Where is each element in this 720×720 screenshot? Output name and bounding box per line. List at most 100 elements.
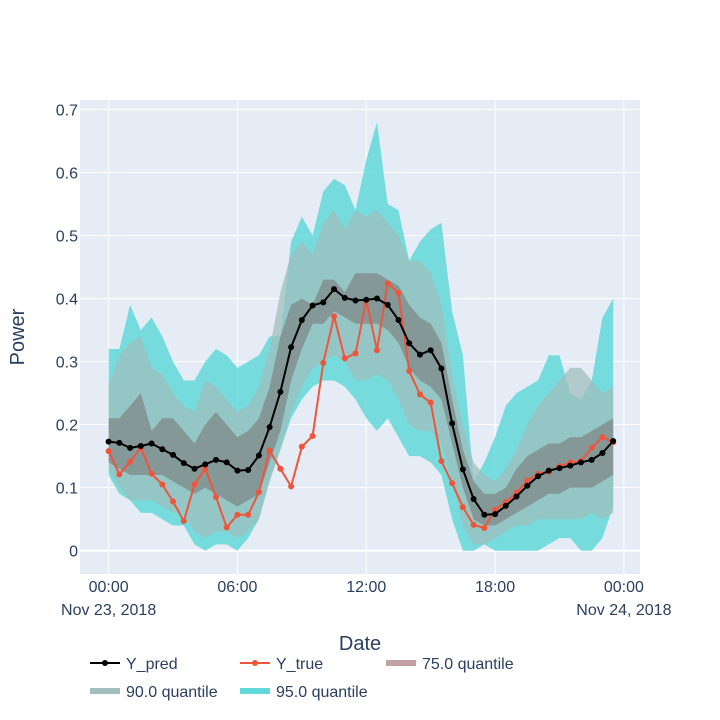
- y-true-point: [384, 280, 391, 287]
- band-75-0-quantile: [108, 273, 614, 526]
- y-true-point: [245, 511, 252, 518]
- y-pred-point: [513, 493, 520, 500]
- y-pred-point: [309, 302, 316, 309]
- y-pred-point: [137, 443, 144, 450]
- y-tick-label: 0.4: [56, 292, 78, 309]
- y-true-point: [191, 481, 198, 488]
- y-tick-label: 0: [69, 544, 78, 561]
- y-pred-point: [535, 473, 542, 480]
- y-pred-point: [427, 347, 434, 354]
- y-axis-title: Power: [7, 308, 29, 365]
- y-true-point: [427, 399, 434, 406]
- x-tick-date-label: Nov 23, 2018: [61, 602, 156, 619]
- legend-swatch-75-0-quantile: [386, 660, 416, 666]
- y-true-point: [288, 483, 295, 490]
- y-pred-point: [105, 438, 112, 445]
- y-true-point: [298, 443, 305, 450]
- y-pred-point: [245, 466, 252, 473]
- y-true-point: [481, 524, 488, 531]
- y-pred-point: [148, 440, 155, 447]
- y-true-point: [170, 498, 177, 505]
- y-true-point: [116, 471, 123, 478]
- y-true-point: [212, 494, 219, 501]
- y-pred-point: [470, 495, 477, 502]
- y-true-point: [105, 448, 112, 455]
- x-axis-ticks: 00:00 Nov 23, 2018 06:00 12:00 18:00 00:00 Nov…: [61, 579, 672, 619]
- y-true-point: [406, 368, 413, 375]
- y-true-point: [470, 521, 477, 528]
- y-pred-point: [384, 301, 391, 308]
- legend-label-y-pred: Y_pred: [126, 656, 178, 673]
- y-pred-point: [191, 465, 198, 472]
- y-pred-point: [234, 467, 241, 474]
- legend-marker-y-true: [252, 660, 258, 666]
- series-lines: [105, 280, 617, 531]
- y-pred-point: [331, 286, 338, 293]
- x-tick-label: 00:00: [89, 579, 129, 596]
- y-true-point: [352, 350, 359, 357]
- y-pred-point: [588, 456, 595, 463]
- x-tick-date-label: Nov 24, 2018: [576, 602, 671, 619]
- quantile-bands: [108, 122, 614, 551]
- y-true-point: [438, 458, 445, 465]
- y-pred-point: [438, 365, 445, 372]
- legend-label-y-true: Y_true: [276, 656, 323, 673]
- y-pred-point: [320, 299, 327, 306]
- y-true-point: [180, 518, 187, 525]
- y-true-point: [331, 313, 338, 320]
- y-true-point: [588, 444, 595, 451]
- y-true-point: [127, 458, 134, 465]
- y-tick-label: 0.6: [56, 165, 78, 182]
- y-pred-point: [180, 460, 187, 467]
- y-pred-point: [288, 344, 295, 351]
- y-true-point: [449, 480, 456, 487]
- x-tick-label: 06:00: [217, 579, 257, 596]
- y-pred-point: [524, 482, 531, 489]
- y-pred-point: [363, 296, 370, 303]
- legend-label-95-0-quantile: 95.0 quantile: [276, 684, 368, 701]
- y-pred-point: [502, 502, 509, 509]
- y-pred-point: [373, 295, 380, 302]
- y-pred-point: [159, 446, 166, 453]
- legend-label-75-0-quantile: 75.0 quantile: [422, 656, 514, 673]
- y-pred-point: [127, 444, 134, 451]
- y-true-point: [255, 489, 262, 496]
- y-pred-point: [266, 424, 273, 431]
- y-pred-point: [202, 461, 209, 468]
- y-pred-point: [277, 388, 284, 395]
- x-tick-label: 12:00: [346, 579, 386, 596]
- y-axis-ticks: 0 0.1 0.2 0.3 0.4 0.5 0.6 0.7: [56, 102, 78, 560]
- x-tick-label: 00:00: [604, 579, 644, 596]
- legend-swatch-90-0-quantile: [90, 688, 120, 694]
- y-pred-point: [481, 511, 488, 518]
- y-pred-point: [545, 467, 552, 474]
- y-true-point: [266, 447, 273, 454]
- legend-label-90-0-quantile: 90.0 quantile: [126, 684, 218, 701]
- y-pred-point: [599, 449, 606, 456]
- y-true-point: [524, 477, 531, 484]
- y-true-point: [459, 504, 466, 511]
- legend-marker-y-pred: [102, 660, 108, 666]
- y-pred-point: [116, 439, 123, 446]
- y-true-point: [492, 506, 499, 513]
- y-pred-point: [416, 351, 423, 358]
- y-tick-label: 0.7: [56, 102, 78, 119]
- x-tick-label: 18:00: [475, 579, 515, 596]
- y-pred-point: [492, 511, 499, 518]
- y-pred-point: [459, 466, 466, 473]
- y-true-point: [320, 359, 327, 366]
- y-pred-point: [341, 294, 348, 301]
- y-pred-point: [212, 456, 219, 463]
- y-pred-point: [556, 465, 563, 472]
- y-tick-label: 0.2: [56, 418, 78, 435]
- y-pred-point: [298, 316, 305, 323]
- x-axis-title: Date: [339, 633, 381, 655]
- y-pred-point: [610, 438, 617, 445]
- y-pred-point: [170, 451, 177, 458]
- y-true-point: [148, 470, 155, 477]
- legend: Y_pred Y_true 75.0 quantile 90.0 quantile 95…: [90, 656, 514, 701]
- y-true-point: [234, 511, 241, 518]
- y-pred-point: [577, 459, 584, 466]
- y-tick-label: 0.5: [56, 229, 78, 246]
